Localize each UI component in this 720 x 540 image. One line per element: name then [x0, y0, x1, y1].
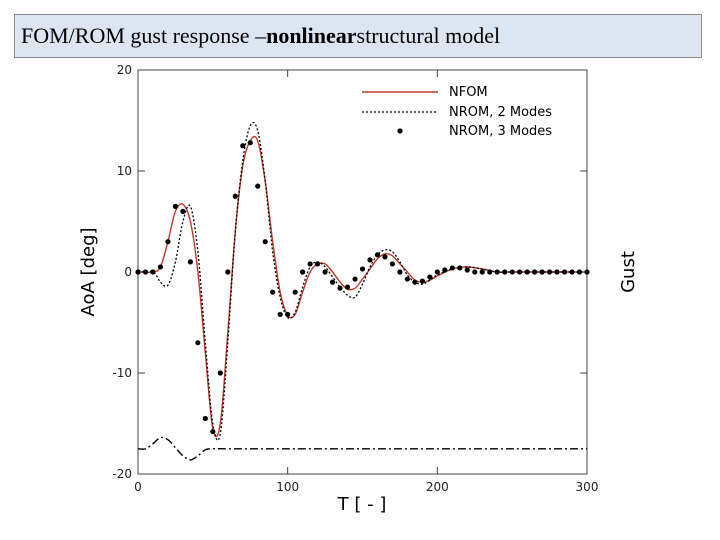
tick-marks — [137, 69, 588, 475]
slide-title: FOM/ROM gust response – nonlinear struct… — [14, 14, 702, 58]
data-point — [135, 269, 141, 275]
data-point — [337, 285, 343, 291]
data-point — [315, 261, 321, 267]
data-point — [187, 259, 193, 265]
data-point — [225, 269, 231, 275]
data-point — [389, 261, 396, 267]
data-point — [472, 269, 478, 275]
data-point — [479, 269, 485, 275]
data-point — [300, 269, 306, 275]
data-point — [240, 143, 246, 149]
data-point — [172, 203, 179, 209]
data-point — [359, 266, 366, 272]
data-point — [412, 279, 418, 285]
series-layer — [135, 121, 590, 461]
y2-axis-label: Gust — [618, 251, 639, 293]
data-point — [255, 183, 261, 189]
data-point — [524, 269, 530, 275]
x-tick-label: 300 — [576, 480, 599, 494]
data-point — [576, 269, 583, 275]
x-tick-label: 200 — [426, 480, 449, 494]
data-point — [307, 261, 313, 267]
data-point — [180, 208, 186, 214]
legend-label: NROM, 2 Modes — [449, 105, 552, 120]
data-point — [502, 269, 508, 275]
slide-title-suffix: structural model — [356, 23, 501, 48]
y-tick-label: 10 — [117, 164, 132, 178]
data-point — [270, 289, 276, 295]
data-point — [487, 269, 493, 275]
data-point — [247, 140, 253, 146]
data-point — [195, 340, 201, 346]
data-point — [285, 311, 291, 318]
data-point — [150, 269, 156, 275]
x-axis-label: T [ - ] — [337, 494, 387, 515]
y-axis-label: AoA [deg] — [78, 227, 99, 316]
slide-title-prefix: FOM/ROM gust response – — [21, 23, 267, 48]
data-point — [427, 274, 433, 280]
data-point — [367, 257, 373, 263]
data-point — [434, 269, 440, 275]
series-nrom-3-modes — [135, 140, 590, 435]
data-point — [569, 269, 575, 275]
data-point — [561, 269, 568, 275]
data-point — [329, 279, 336, 285]
data-point — [165, 239, 171, 245]
data-point — [419, 278, 425, 284]
legend-label: NFOM — [449, 85, 488, 100]
data-point — [517, 269, 523, 275]
data-point — [382, 254, 388, 260]
data-point — [539, 269, 545, 275]
data-point — [352, 276, 358, 282]
data-point — [546, 269, 553, 275]
legend-marker — [397, 128, 403, 134]
data-point — [277, 311, 283, 318]
data-point — [232, 193, 238, 199]
data-point — [554, 269, 560, 275]
data-point — [532, 269, 538, 275]
y-tick-label: 0 — [124, 265, 132, 279]
y-tick-label: -20 — [112, 467, 132, 481]
data-point — [404, 276, 410, 282]
data-point — [344, 284, 351, 290]
y-tick-label: -10 — [112, 366, 132, 380]
slide-title-bold: nonlinear — [266, 23, 357, 48]
y-tick-label: 20 — [117, 63, 132, 77]
legend: NFOM NROM, 2 Modes NROM, 3 Modes — [362, 85, 552, 139]
legend-label: NROM, 3 Modes — [449, 124, 552, 139]
data-point — [142, 269, 149, 275]
data-point — [292, 289, 298, 295]
data-point — [202, 415, 208, 422]
series-nfom — [137, 135, 587, 438]
data-point — [442, 267, 448, 273]
data-point — [397, 269, 403, 275]
data-point — [584, 269, 590, 275]
x-tick-label: 100 — [276, 480, 299, 494]
data-point — [509, 269, 515, 275]
data-point — [374, 252, 381, 258]
data-point — [322, 269, 328, 275]
data-point — [494, 269, 500, 275]
tick-labels: 0 100 200 300 -20 -10 0 10 20 — [112, 63, 598, 494]
data-point — [217, 370, 223, 376]
data-point — [157, 264, 164, 270]
data-point — [464, 267, 470, 273]
data-point — [457, 265, 463, 271]
series-nrom-2-modes — [137, 121, 587, 441]
data-point — [210, 428, 216, 435]
series-gust — [137, 436, 587, 461]
data-point — [262, 239, 268, 245]
data-point — [449, 265, 455, 271]
x-tick-label: 0 — [134, 480, 142, 494]
